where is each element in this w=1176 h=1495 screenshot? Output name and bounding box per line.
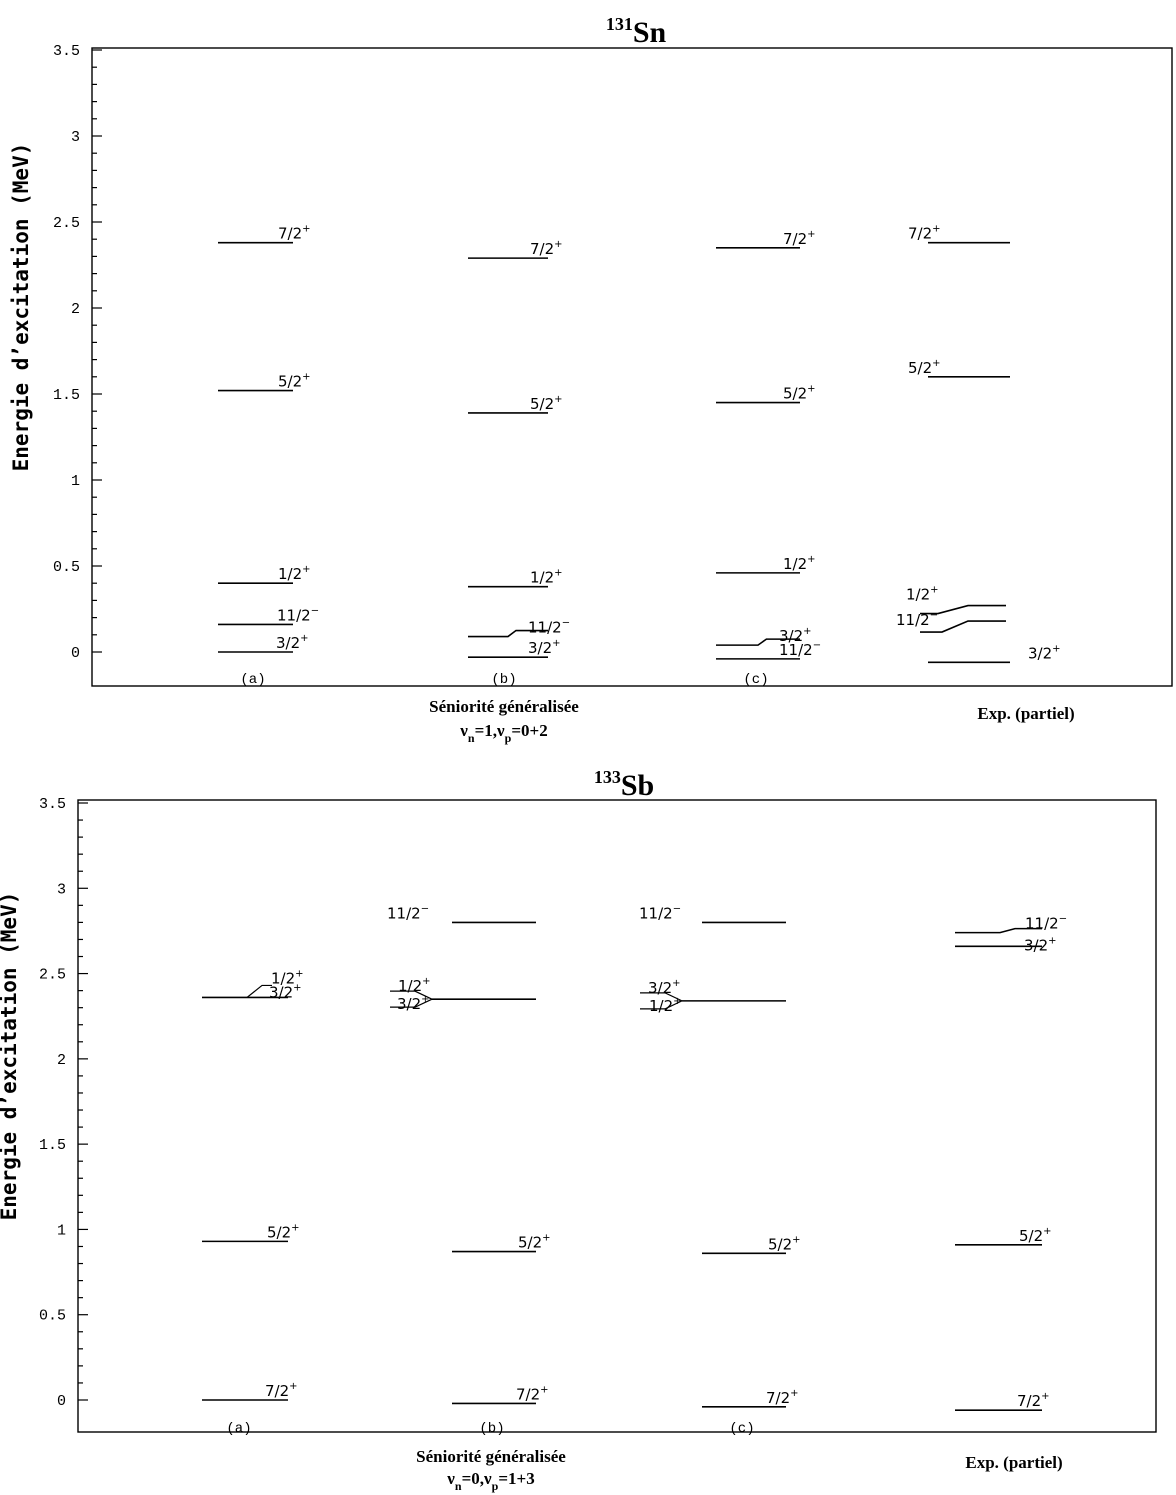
chart-title: 133Sb [594,767,654,802]
y-tick-label: 3.5 [39,796,66,813]
level-label: 5/2+ [908,358,941,377]
level-line [246,984,272,998]
level-label: 7/2+ [265,1381,298,1400]
level-label: 5/2+ [768,1234,801,1253]
level-line [640,992,683,1002]
y-tick-label: 3.5 [53,43,80,60]
y-tick-label: 3 [71,129,80,146]
level-line [920,620,1006,633]
level-label: 3/2+ [1028,643,1061,662]
level-line [640,1000,683,1010]
level-label: 1/2+ [783,554,816,573]
column-label: (b) [479,1421,504,1437]
column-label: (b) [491,672,516,688]
plot-frame [77,799,1157,1433]
level-label: 1/2+ [271,968,304,987]
level-label: 7/2+ [783,229,816,248]
plot-frame [91,47,1173,687]
y-tick-label: 2.5 [39,967,66,984]
level-label: 11/2− [639,903,681,922]
level-label: 5/2+ [267,1222,300,1241]
level-line [955,927,1042,934]
level-label: 5/2+ [1019,1226,1052,1245]
level-label: 7/2+ [908,224,941,243]
panel-131sn: 131Sn 0 0.5 1 1.5 2 2.5 3 3.5 Energie d’excitatio… [9,14,1173,745]
caption-experiment: Exp. (partiel) [977,704,1074,723]
y-tick-label: 0 [71,645,80,662]
level-label: 1/2+ [530,568,563,587]
level-line [468,629,548,638]
caption-seniority-values: νn=1,νp=0+2 [459,721,547,745]
level-label: 11/2− [387,903,429,922]
level-label: 7/2+ [530,239,563,258]
y-tick-label: 1.5 [53,387,80,404]
y-tick-label: 2 [71,301,80,318]
level-label: 3/2+ [269,982,302,1001]
y-tick-label: 1.5 [39,1137,66,1154]
column-label: (a) [226,1421,251,1437]
y-tick-label: 2 [57,1052,66,1069]
y-tick-label: 2.5 [53,215,80,232]
y-tick-label: 0.5 [39,1308,66,1325]
chart-title: 131Sn [606,14,667,49]
level-label: 5/2+ [530,394,563,413]
y-tick-label: 0 [57,1393,66,1410]
level-label: 1/2+ [398,976,431,995]
caption-seniority: Séniorité généralisée [429,697,579,716]
level-label: 7/2+ [766,1388,799,1407]
level-label: 11/2− [528,618,570,637]
y-tick-label: 1 [71,473,80,490]
panel-133sb: 133Sb 0 0.5 1 1.5 2 2.5 3 3.5 Energie d’excitatio… [0,767,1157,1493]
level-label: 7/2+ [1017,1391,1050,1410]
level-line [390,990,433,1000]
level-line [920,604,1006,615]
level-line [716,638,800,646]
caption-experiment: Exp. (partiel) [965,1453,1062,1472]
caption-seniority-values: νn=0,νp=1+3 [446,1469,534,1493]
level-label: 1/2+ [278,564,311,583]
level-label: 3/2+ [648,978,681,997]
level-label: 3/2+ [528,638,561,657]
level-label: 11/2− [277,605,319,624]
level-label: 3/2+ [397,994,430,1013]
level-label: 5/2+ [278,372,311,391]
level-label: 5/2+ [518,1233,551,1252]
column-label: (c) [729,1421,754,1437]
y-tick-label: 3 [57,881,66,898]
caption-seniority: Séniorité généralisée [416,1447,566,1466]
level-label: 3/2+ [1024,935,1057,954]
level-label: 1/2+ [906,585,939,604]
level-label: 3/2+ [779,626,812,645]
level-label: 7/2+ [278,224,311,243]
level-label: 11/2− [1025,914,1067,933]
level-line [390,998,433,1008]
column-label: (a) [240,672,265,688]
level-label: 11/2− [779,640,821,659]
y-axis-label: Energie d’excitation (MeV) [9,143,33,472]
y-tick-label: 0.5 [53,559,80,576]
y-tick-label: 1 [57,1222,66,1239]
level-label: 7/2+ [516,1384,549,1403]
level-label: 1/2+ [649,996,682,1015]
level-label: 5/2+ [783,384,816,403]
column-label: (c) [743,672,768,688]
level-label: 3/2+ [276,633,309,652]
y-axis-label: Energie d’excitation (MeV) [0,892,21,1221]
level-label: 11/2− [896,610,938,629]
